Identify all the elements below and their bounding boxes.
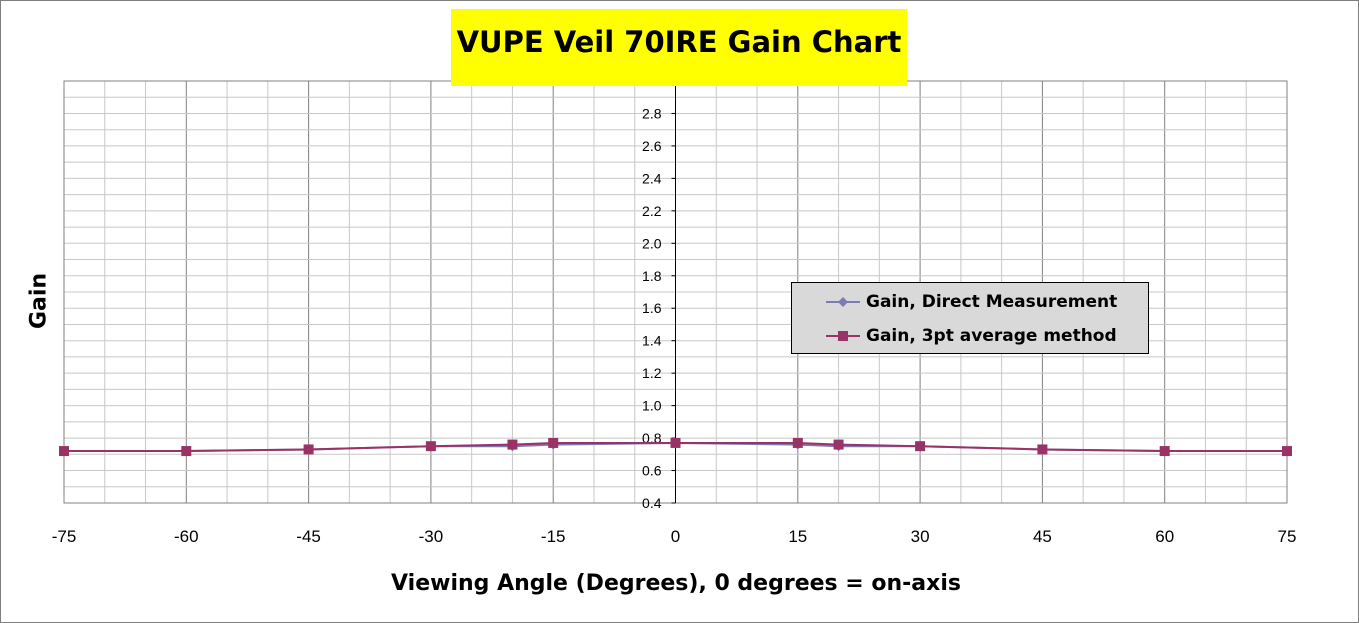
legend-marker-square-icon: [826, 331, 860, 341]
x-tick-label: -45: [296, 527, 321, 546]
data-point-square: [833, 439, 844, 450]
y-tick-label: 1.6: [642, 300, 662, 316]
x-tick-label: 45: [1033, 527, 1052, 546]
y-tick-label: 1.0: [642, 398, 662, 414]
y-tick-label: 0.4: [642, 495, 662, 511]
x-tick-label: -30: [419, 527, 444, 546]
y-tick-label: 2.2: [642, 203, 662, 219]
x-tick-label: 75: [1278, 527, 1297, 546]
data-point-square: [792, 437, 803, 448]
y-tick-label: 1.4: [642, 333, 662, 349]
y-tick-label: 2.6: [642, 138, 662, 154]
y-tick-label: 0.6: [642, 463, 662, 479]
legend-label-3pt: Gain, 3pt average method: [866, 326, 1117, 346]
data-point-square: [1282, 446, 1292, 457]
legend: Gain, Direct Measurement Gain, 3pt avera…: [791, 282, 1149, 354]
x-tick-label: 60: [1155, 527, 1174, 546]
y-tick-label: 1.8: [642, 268, 662, 284]
data-point-square: [915, 441, 926, 452]
data-point-square: [1037, 444, 1048, 455]
x-tick-label: -60: [174, 527, 199, 546]
data-point-square: [59, 446, 69, 457]
data-point-square: [507, 439, 518, 450]
legend-label-direct: Gain, Direct Measurement: [866, 292, 1118, 312]
chart-title-background: [451, 9, 907, 86]
chart-title: VUPE Veil 70IRE Gain Chart: [456, 25, 902, 59]
data-point-square: [303, 444, 314, 455]
legend-marker-diamond-icon: [826, 297, 860, 307]
y-axis-label: Gain: [26, 272, 52, 330]
x-tick-label: -15: [541, 527, 566, 546]
x-tick-label: 30: [911, 527, 930, 546]
data-point-square: [181, 446, 192, 457]
data-point-square: [1159, 446, 1170, 457]
x-tick-label: 0: [671, 527, 680, 546]
data-point-square: [425, 441, 436, 452]
data-point-square: [548, 437, 559, 448]
data-point-square: [670, 437, 681, 448]
y-tick-label: 1.2: [642, 365, 662, 381]
x-axis-label: Viewing Angle (Degrees), 0 degrees = on-…: [391, 571, 961, 596]
x-tick-label: -75: [52, 527, 77, 546]
x-tick-label: 15: [788, 527, 807, 546]
y-tick-label: 2.0: [642, 235, 662, 251]
y-tick-label: 2.8: [642, 105, 662, 121]
y-tick-label: 2.4: [642, 170, 662, 186]
